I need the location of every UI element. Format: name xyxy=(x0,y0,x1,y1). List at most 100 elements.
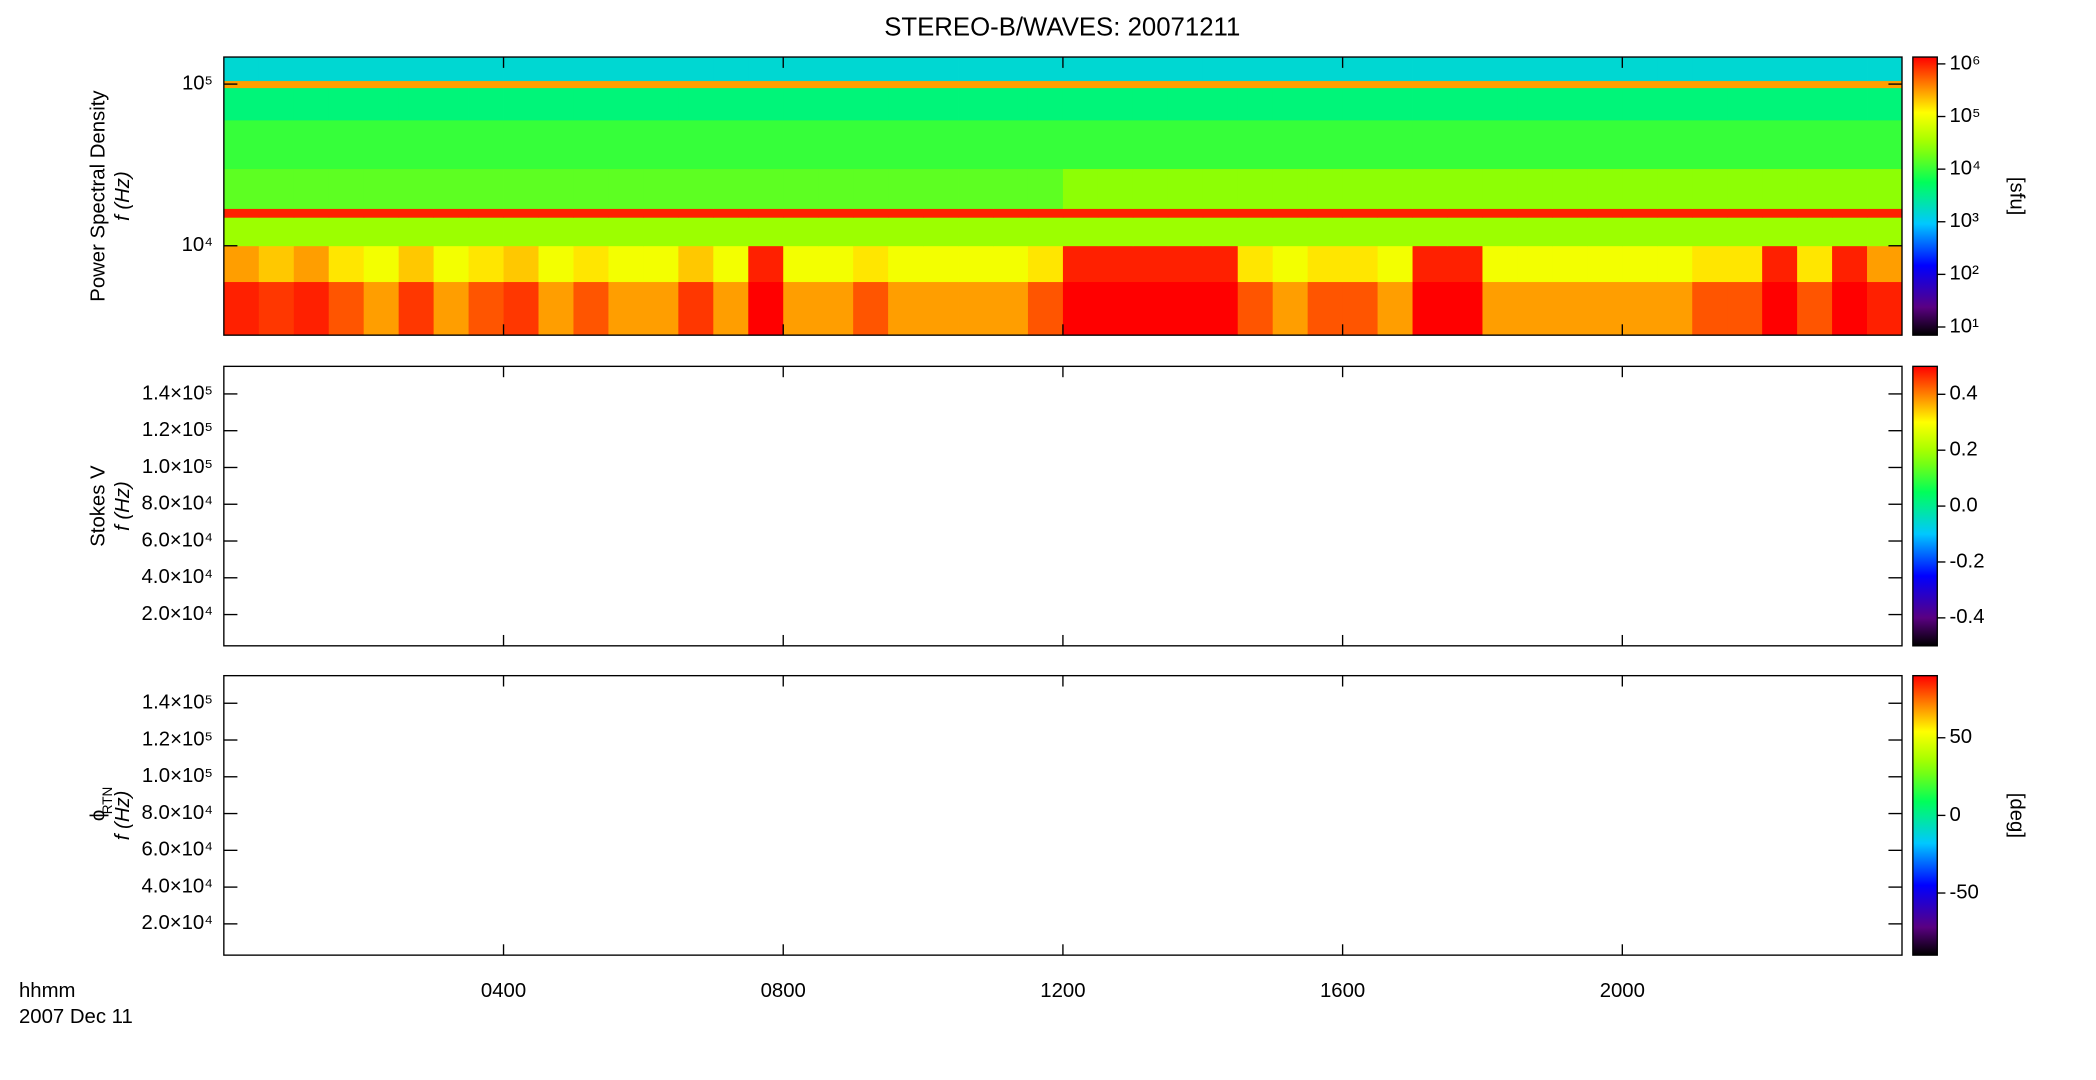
heatmap-cell xyxy=(1587,168,1623,209)
heatmap-cell xyxy=(433,57,469,82)
heatmap-cell xyxy=(1552,80,1588,89)
heatmap-cell xyxy=(258,245,295,283)
heatmap-cell xyxy=(713,87,749,121)
heatmap-cell xyxy=(293,87,330,121)
heatmap-cell xyxy=(223,57,260,82)
heatmap-cell xyxy=(1062,119,1099,170)
colorbar-label: [sfu] xyxy=(2006,177,2028,215)
heatmap-cell xyxy=(1027,119,1064,170)
heatmap-cell xyxy=(433,208,469,218)
heatmap-cell xyxy=(293,80,330,89)
y-tick-label: 8.0×10⁴ xyxy=(142,493,213,515)
heatmap-cell xyxy=(1797,57,1833,82)
heatmap-cell xyxy=(818,245,854,283)
heatmap-cell xyxy=(1097,217,1134,247)
heatmap-cell xyxy=(608,217,644,247)
heatmap-cell xyxy=(992,119,1029,170)
heatmap-cell xyxy=(1797,281,1833,336)
heatmap-cell xyxy=(1272,57,1309,82)
heatmap-cell xyxy=(258,87,295,121)
heatmap-cell xyxy=(1097,87,1134,121)
heatmap-cell xyxy=(1657,57,1693,82)
heatmap-cell xyxy=(1832,87,1868,121)
heatmap-cell xyxy=(1272,208,1309,218)
heatmap-cell xyxy=(1062,245,1099,283)
heatmap-cell xyxy=(1867,245,1903,283)
heatmap-cell xyxy=(818,281,854,336)
heatmap-cell xyxy=(538,80,574,89)
heatmap-cell xyxy=(398,208,435,218)
y-tick-label: 4.0×10⁴ xyxy=(142,875,213,897)
heatmap-cell xyxy=(1237,87,1274,121)
heatmap-cell xyxy=(1622,217,1658,247)
x-axis-label: hhmm xyxy=(19,980,75,1002)
colorbar-tick-label: 0.4 xyxy=(1949,383,1977,405)
heatmap-cell xyxy=(1622,87,1658,121)
heatmap-cell xyxy=(328,281,365,336)
y-tick-label: 1.0×10⁵ xyxy=(142,456,213,478)
heatmap-cell xyxy=(1307,119,1344,170)
heatmap-cell xyxy=(608,80,644,89)
heatmap-cell xyxy=(1202,87,1239,121)
heatmap-cell xyxy=(1692,217,1728,247)
heatmap-cell xyxy=(888,57,924,82)
heatmap-cell xyxy=(1692,245,1728,283)
y-tick-label: 2.0×10⁴ xyxy=(142,912,213,934)
y-tick-label: 1.4×10⁵ xyxy=(142,382,213,404)
heatmap-cell xyxy=(888,217,924,247)
heatmap-cell xyxy=(1237,57,1274,82)
heatmap-cell xyxy=(1832,208,1868,218)
colorbar xyxy=(1912,365,1938,647)
heatmap-cell xyxy=(853,57,889,82)
x-tick-label: 1200 xyxy=(1040,980,1085,1002)
heatmap-cell xyxy=(1097,245,1134,283)
heatmap-cell xyxy=(1412,80,1448,89)
heatmap-cell xyxy=(573,217,609,247)
heatmap-cell xyxy=(713,245,749,283)
heatmap-cell xyxy=(1587,281,1623,336)
heatmap-cell xyxy=(1692,168,1728,209)
heatmap-cell xyxy=(958,119,994,170)
heatmap-cell xyxy=(1342,168,1378,209)
heatmap-cell xyxy=(293,119,330,170)
heatmap-cell xyxy=(1727,208,1763,218)
heatmap-cell xyxy=(1692,87,1728,121)
y-tick-label: 2.0×10⁴ xyxy=(142,603,213,625)
heatmap-cell xyxy=(1552,208,1588,218)
colorbar-tick-label: 50 xyxy=(1949,726,1972,748)
heatmap-cell xyxy=(748,281,784,336)
heatmap-cell xyxy=(293,57,330,82)
heatmap-cell xyxy=(1132,168,1169,209)
heatmap-cell xyxy=(783,168,819,209)
heatmap-cell xyxy=(713,217,749,247)
heatmap-cell xyxy=(1517,208,1553,218)
heatmap-cell xyxy=(1482,87,1518,121)
heatmap-cell xyxy=(1237,281,1274,336)
heatmap-cell xyxy=(1622,57,1658,82)
heatmap-cell xyxy=(1307,217,1344,247)
heatmap-cell xyxy=(1202,281,1239,336)
heatmap-cell xyxy=(503,57,539,82)
heatmap-cell xyxy=(1272,217,1309,247)
heatmap-cell xyxy=(1202,168,1239,209)
heatmap-cell xyxy=(853,119,889,170)
y-tick-label: 1.2×10⁵ xyxy=(142,419,213,441)
heatmap-cell xyxy=(258,80,295,89)
heatmap-cell xyxy=(538,245,574,283)
heatmap-cell xyxy=(1202,119,1239,170)
heatmap-cell xyxy=(608,168,644,209)
heatmap-cell xyxy=(1167,87,1204,121)
heatmap-cell xyxy=(573,57,609,82)
heatmap-cell xyxy=(853,245,889,283)
heatmap-cell xyxy=(433,245,469,283)
heatmap-cell xyxy=(398,87,435,121)
y-tick-label: 6.0×10⁴ xyxy=(142,529,213,551)
heatmap-cell xyxy=(748,217,784,247)
heatmap-cell xyxy=(608,119,644,170)
heatmap-cell xyxy=(468,87,504,121)
heatmap-cell xyxy=(713,80,749,89)
heatmap-cell xyxy=(748,87,784,121)
heatmap-cell xyxy=(1517,57,1553,82)
heatmap-cell xyxy=(1447,245,1483,283)
heatmap-cell xyxy=(398,245,435,283)
